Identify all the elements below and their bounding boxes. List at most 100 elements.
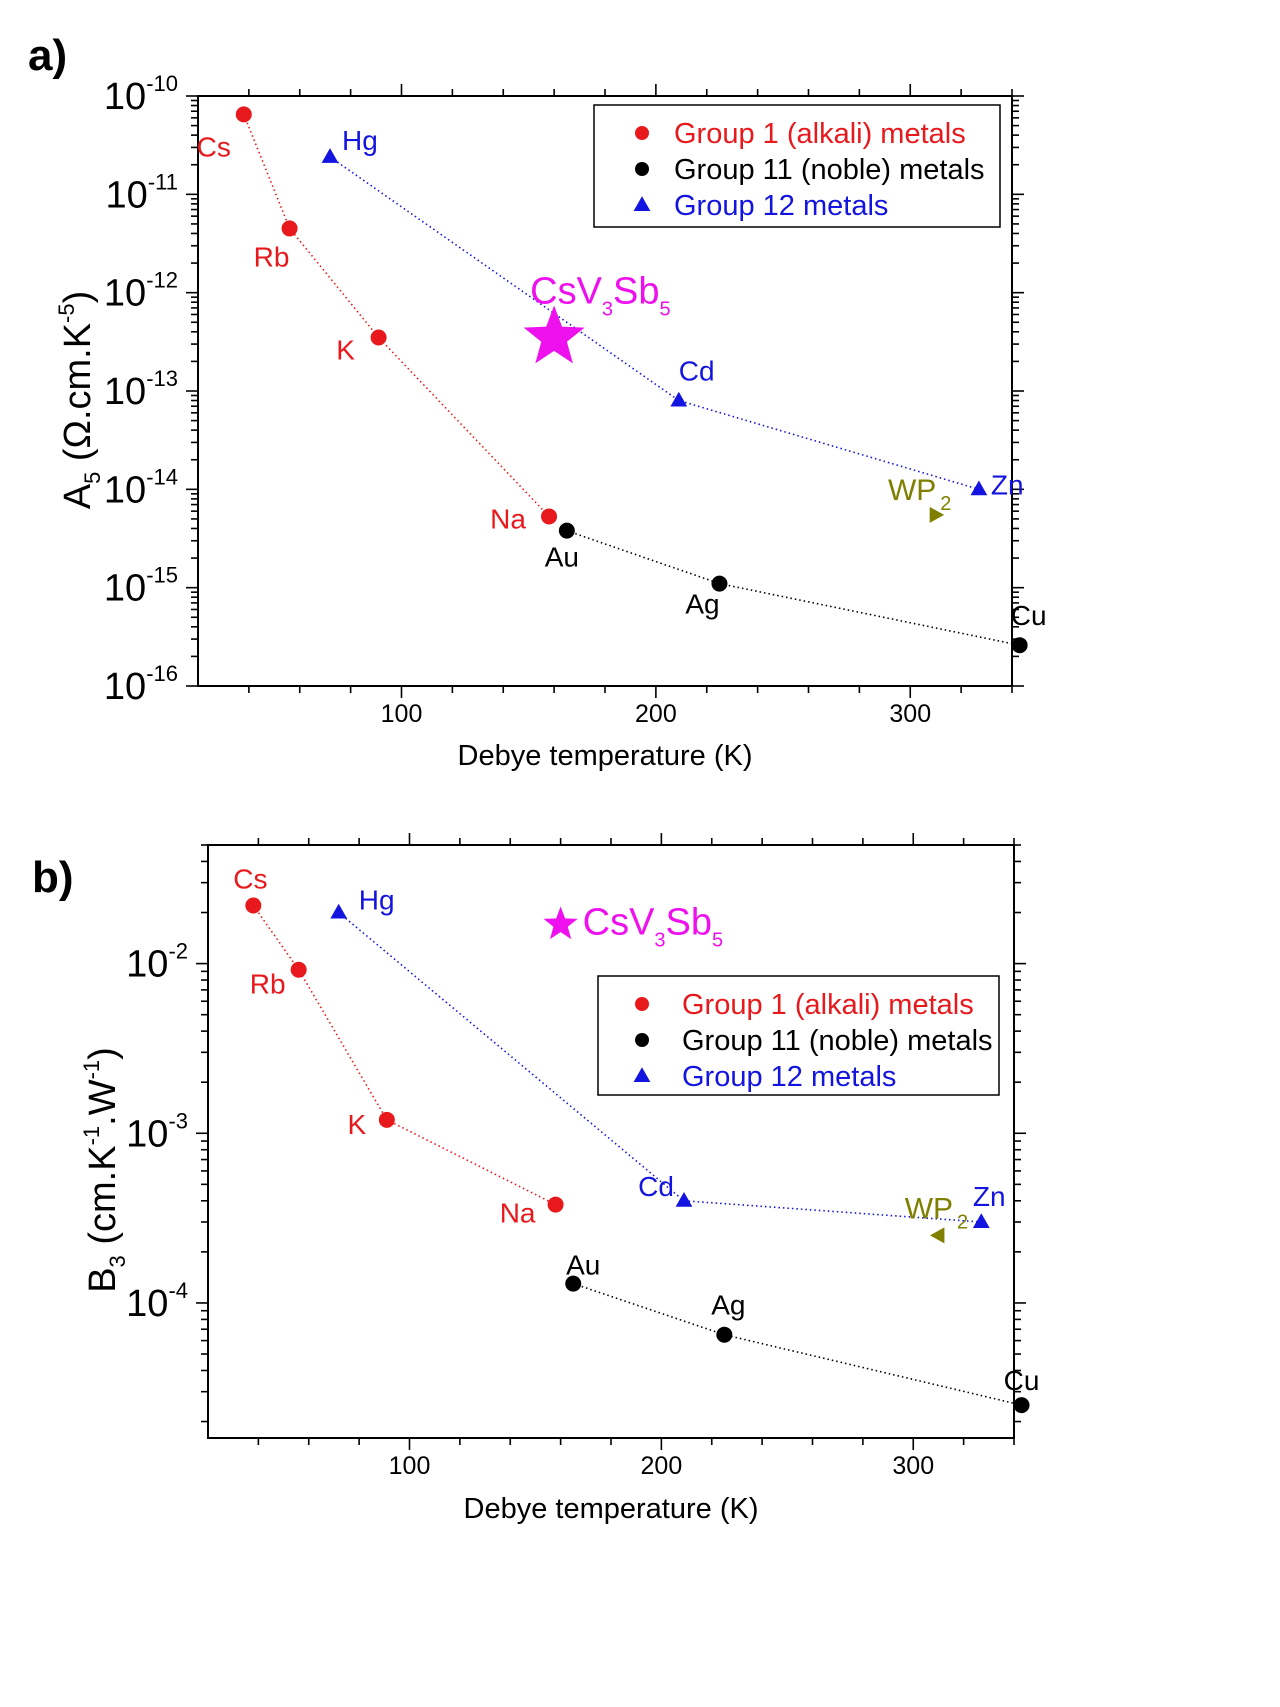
series-line — [572, 1282, 1022, 1406]
label-sub: 3 — [602, 298, 613, 320]
y-tick-exponent: -3 — [168, 1108, 188, 1133]
legend-label: Group 11 (noble) metals — [682, 1025, 993, 1057]
y-tick-base: 10 — [104, 76, 146, 118]
data-point-cu — [1011, 637, 1028, 654]
x-tick-label: 300 — [889, 700, 931, 728]
legend-label: Group 12 metals — [682, 1061, 896, 1093]
series-0: Cs Rb K Na — [197, 106, 558, 534]
x-tick-label: 100 — [381, 700, 423, 728]
legend-label: Group 1 (alkali) metals — [682, 989, 974, 1021]
csv3sb5-label: CsV3Sb5 — [530, 270, 671, 320]
legend-marker — [635, 126, 649, 140]
point-label-ag: Ag — [685, 589, 719, 620]
label-part: WP — [905, 1192, 953, 1225]
y-tick-exponent: -2 — [168, 939, 188, 964]
y-tick-base: 10 — [104, 273, 146, 315]
data-point-na — [547, 1196, 564, 1213]
x-tick-label: 200 — [641, 1452, 683, 1480]
data-point-ag — [716, 1326, 733, 1343]
point-label-k: K — [336, 334, 355, 365]
y-title-units: (Ω.cm.K — [57, 323, 99, 472]
point-label-zn: Zn — [973, 1181, 1006, 1212]
label-sub: 3 — [654, 929, 665, 951]
point-label-rb: Rb — [250, 969, 286, 1000]
legend-marker — [633, 196, 651, 211]
y-title-exp: -5 — [54, 303, 79, 323]
data-point-cd — [670, 391, 688, 407]
y-axis-title: B3 (cm.K-1.W-1) — [79, 1047, 130, 1293]
label-sub: 5 — [712, 929, 723, 951]
y-tick-base: 10 — [104, 666, 146, 708]
y-tick-base: 10 — [106, 174, 148, 216]
point-label-ag: Ag — [711, 1290, 745, 1321]
panel-label: a) — [28, 31, 67, 80]
x-tick-label: 100 — [389, 1452, 431, 1480]
point-label-au: Au — [545, 542, 579, 573]
x-tick-label: 200 — [635, 700, 677, 728]
y-title-exp2: -1 — [79, 1060, 104, 1080]
point-label-rb: Rb — [254, 241, 290, 272]
y-title-units: (cm.K — [82, 1145, 124, 1255]
legend-marker — [635, 997, 649, 1011]
y-tick-base: 10 — [126, 1113, 168, 1155]
series-1: Au Ag Cu — [545, 522, 1047, 654]
wp2-label: WP 2 — [905, 1192, 968, 1233]
point-label-na: Na — [490, 503, 526, 534]
y-tick-label: 10-15 — [104, 563, 178, 610]
series-1: Au Ag Cu — [565, 1250, 1040, 1414]
y-tick-base: 10 — [104, 371, 146, 413]
x-axis-title: Debye temperature (K) — [464, 1493, 759, 1525]
label-part: CsV — [583, 901, 655, 943]
y-tick-label: 10-3 — [126, 1108, 188, 1155]
x-axis-title: Debye temperature (K) — [458, 740, 753, 772]
point-label-cs: Cs — [233, 863, 267, 894]
label-part: Sb — [666, 901, 712, 943]
data-point-rb — [281, 220, 298, 237]
y-tick-base: 10 — [104, 469, 146, 511]
point-label-k: K — [347, 1109, 366, 1140]
y-tick-label: 10-2 — [126, 939, 188, 986]
point-label-cu: Cu — [1011, 600, 1047, 631]
legend-label: Group 1 (alkali) metals — [674, 118, 966, 150]
y-tick-label: 10-11 — [106, 169, 178, 216]
legend-marker — [635, 162, 649, 176]
y-title-main: B — [82, 1267, 124, 1292]
series-2: Hg Cd Zn — [330, 885, 1006, 1228]
point-label-hg: Hg — [359, 885, 395, 916]
y-title-units-end: ) — [82, 1047, 124, 1060]
y-tick-label: 10-16 — [104, 661, 178, 708]
y-tick-exponent: -12 — [146, 268, 178, 293]
label-sub: 2 — [957, 1211, 968, 1233]
legend-box — [597, 975, 1000, 1096]
legend-marker — [633, 1067, 651, 1082]
data-point-au — [565, 1275, 582, 1292]
point-label-cs: Cs — [197, 131, 231, 162]
series-line — [566, 529, 1020, 646]
csv3sb5-star — [543, 906, 578, 940]
legend: Group 1 (alkali) metals Group 11 (noble) … — [597, 975, 1000, 1096]
y-tick-exponent: -11 — [148, 169, 178, 194]
legend: Group 1 (alkali) metals Group 11 (noble) … — [593, 104, 1001, 228]
panel-label: b) — [32, 853, 74, 902]
y-tick-exponent: -14 — [146, 464, 178, 489]
wp2-marker — [929, 506, 945, 523]
series-line — [243, 114, 550, 517]
data-point-cd — [675, 1192, 693, 1207]
point-label-zn: Zn — [991, 469, 1024, 500]
data-point-au — [558, 522, 575, 539]
y-tick-exponent: -13 — [146, 366, 178, 391]
legend-box — [593, 104, 1001, 228]
y-tick-base: 10 — [126, 944, 168, 986]
legend-marker — [635, 1033, 649, 1047]
point-label-cu: Cu — [1004, 1365, 1040, 1396]
point-label-cd: Cd — [638, 1171, 674, 1202]
y-tick-label: 10-13 — [104, 366, 178, 413]
legend-label: Group 11 (noble) metals — [674, 154, 985, 186]
y-tick-base: 10 — [126, 1283, 168, 1325]
data-point-zn — [970, 480, 988, 496]
label-sub: 2 — [940, 493, 951, 515]
y-tick-exponent: -15 — [146, 563, 178, 588]
wp2-marker — [930, 1227, 945, 1244]
